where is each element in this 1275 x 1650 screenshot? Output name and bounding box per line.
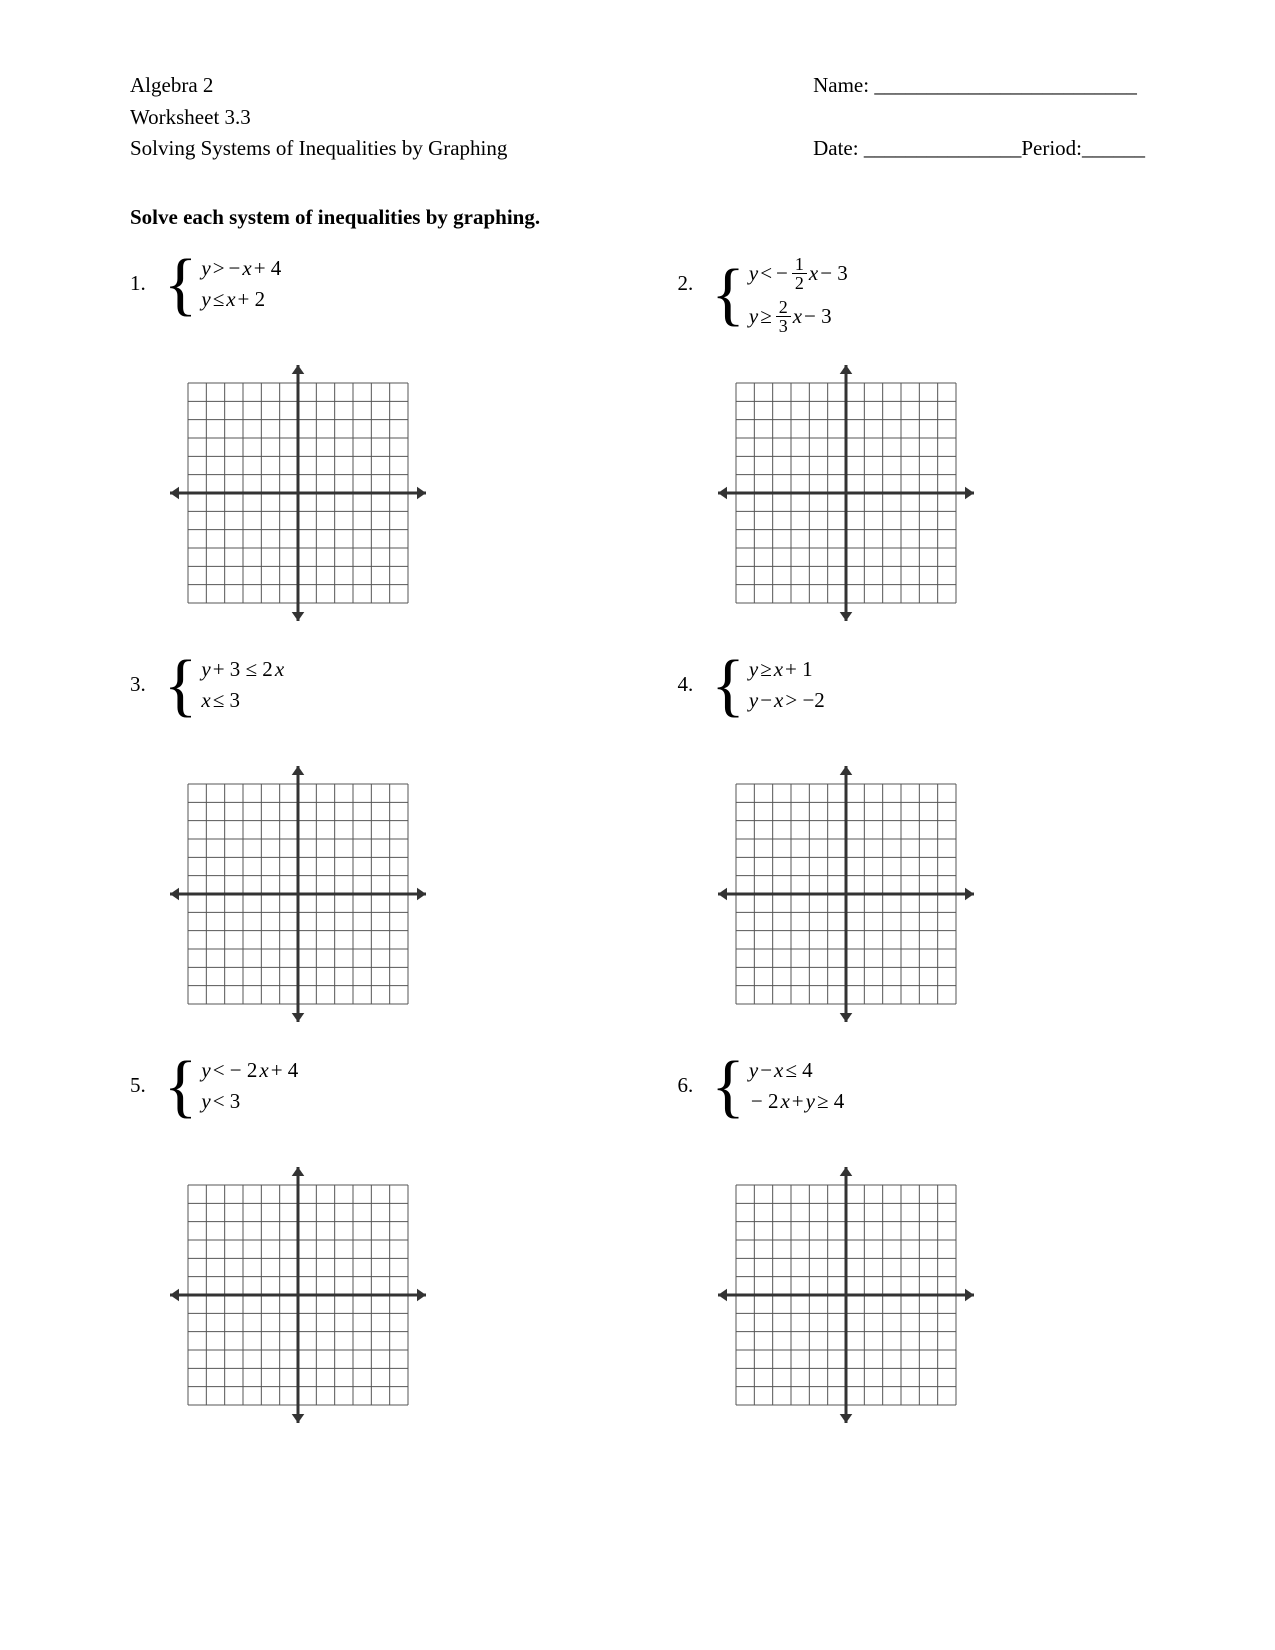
left-brace-icon: { xyxy=(164,255,198,315)
inequality-system: { y > − x + 4 y ≤ x + 2 xyxy=(164,255,284,315)
worksheet-topic: Solving Systems of Inequalities by Graph… xyxy=(130,133,813,165)
header-left: Algebra 2 Worksheet 3.3 Solving Systems … xyxy=(130,70,813,165)
coordinate-grid xyxy=(170,365,426,621)
problem-number: 2. xyxy=(678,255,694,296)
period-field[interactable]: Period:______ xyxy=(1021,136,1145,160)
problem-5: 5. { y < − 2x + 4 y < 3 xyxy=(130,1057,598,1428)
problem-2: 2. { y < − 12x − 3 y ≥ 23x − 3 xyxy=(678,255,1146,626)
graph-area[interactable] xyxy=(170,1167,598,1428)
inequality-system: { y ≥ x + 1 y − x > −2 xyxy=(711,656,827,716)
graph-area[interactable] xyxy=(718,365,1146,626)
equation-line: y ≥ 23x − 3 xyxy=(749,298,850,335)
equation-line: y ≥ x + 1 xyxy=(749,657,827,682)
equation-line: y > − x + 4 xyxy=(201,256,283,281)
problem-heading: 3. { y + 3 ≤ 2x x ≤ 3 xyxy=(130,656,598,746)
problem-heading: 4. { y ≥ x + 1 y − x > −2 xyxy=(678,656,1146,746)
equation-line: y − x > −2 xyxy=(749,688,827,713)
problem-number: 5. xyxy=(130,1057,146,1098)
problem-number: 3. xyxy=(130,656,146,697)
equation-line: x ≤ 3 xyxy=(201,688,284,713)
graph-area[interactable] xyxy=(718,766,1146,1027)
left-brace-icon: { xyxy=(711,265,745,325)
left-brace-icon: { xyxy=(164,1057,198,1117)
inequality-system: { y < − 2x + 4 y < 3 xyxy=(164,1057,301,1117)
problem-number: 4. xyxy=(678,656,694,697)
left-brace-icon: { xyxy=(711,656,745,716)
equation-line: y < 3 xyxy=(201,1089,300,1114)
equations: y < − 2x + 4 y < 3 xyxy=(201,1057,300,1117)
coordinate-grid xyxy=(718,365,974,621)
header-right: Name: _________________________ Date: __… xyxy=(813,70,1145,165)
equations: y ≥ x + 1 y − x > −2 xyxy=(749,656,827,716)
equations: y < − 12x − 3 y ≥ 23x − 3 xyxy=(749,255,850,335)
coordinate-grid xyxy=(170,766,426,1022)
date-field[interactable]: Date: _______________ xyxy=(813,136,1021,160)
name-field[interactable]: Name: _________________________ xyxy=(813,70,1145,102)
equations: y + 3 ≤ 2x x ≤ 3 xyxy=(201,656,284,716)
left-brace-icon: { xyxy=(164,656,198,716)
equation-line: y + 3 ≤ 2x xyxy=(201,657,284,682)
problem-heading: 5. { y < − 2x + 4 y < 3 xyxy=(130,1057,598,1147)
worksheet-number: Worksheet 3.3 xyxy=(130,102,813,134)
problem-heading: 1. { y > − x + 4 y ≤ x + 2 xyxy=(130,255,598,345)
instructions: Solve each system of inequalities by gra… xyxy=(130,205,1145,230)
equation-line: y < − 12x − 3 xyxy=(749,255,850,292)
inequality-system: { y < − 12x − 3 y ≥ 23x − 3 xyxy=(711,255,850,335)
coordinate-grid xyxy=(718,1167,974,1423)
equation-line: y − x ≤ 4 xyxy=(749,1058,846,1083)
course-title: Algebra 2 xyxy=(130,70,813,102)
graph-area[interactable] xyxy=(170,766,598,1027)
problem-heading: 2. { y < − 12x − 3 y ≥ 23x − 3 xyxy=(678,255,1146,345)
coordinate-grid xyxy=(718,766,974,1022)
coordinate-grid xyxy=(170,1167,426,1423)
problem-4: 4. { y ≥ x + 1 y − x > −2 xyxy=(678,656,1146,1027)
equation-line: y < − 2x + 4 xyxy=(201,1058,300,1083)
problem-1: 1. { y > − x + 4 y ≤ x + 2 xyxy=(130,255,598,626)
equations: y > − x + 4 y ≤ x + 2 xyxy=(201,255,283,315)
inequality-system: { y − x ≤ 4 − 2x + y ≥ 4 xyxy=(711,1057,846,1117)
problem-number: 6. xyxy=(678,1057,694,1098)
left-brace-icon: { xyxy=(711,1057,745,1117)
inequality-system: { y + 3 ≤ 2x x ≤ 3 xyxy=(164,656,284,716)
worksheet-header: Algebra 2 Worksheet 3.3 Solving Systems … xyxy=(130,70,1145,165)
equation-line: − 2x + y ≥ 4 xyxy=(749,1089,846,1114)
graph-area[interactable] xyxy=(170,365,598,626)
equations: y − x ≤ 4 − 2x + y ≥ 4 xyxy=(749,1057,846,1117)
problem-6: 6. { y − x ≤ 4 − 2x + y ≥ 4 xyxy=(678,1057,1146,1428)
problem-3: 3. { y + 3 ≤ 2x x ≤ 3 xyxy=(130,656,598,1027)
equation-line: y ≤ x + 2 xyxy=(201,287,283,312)
problem-number: 1. xyxy=(130,255,146,296)
problems-grid: 1. { y > − x + 4 y ≤ x + 2 2. { y < − 12x… xyxy=(130,255,1145,1428)
graph-area[interactable] xyxy=(718,1167,1146,1428)
problem-heading: 6. { y − x ≤ 4 − 2x + y ≥ 4 xyxy=(678,1057,1146,1147)
